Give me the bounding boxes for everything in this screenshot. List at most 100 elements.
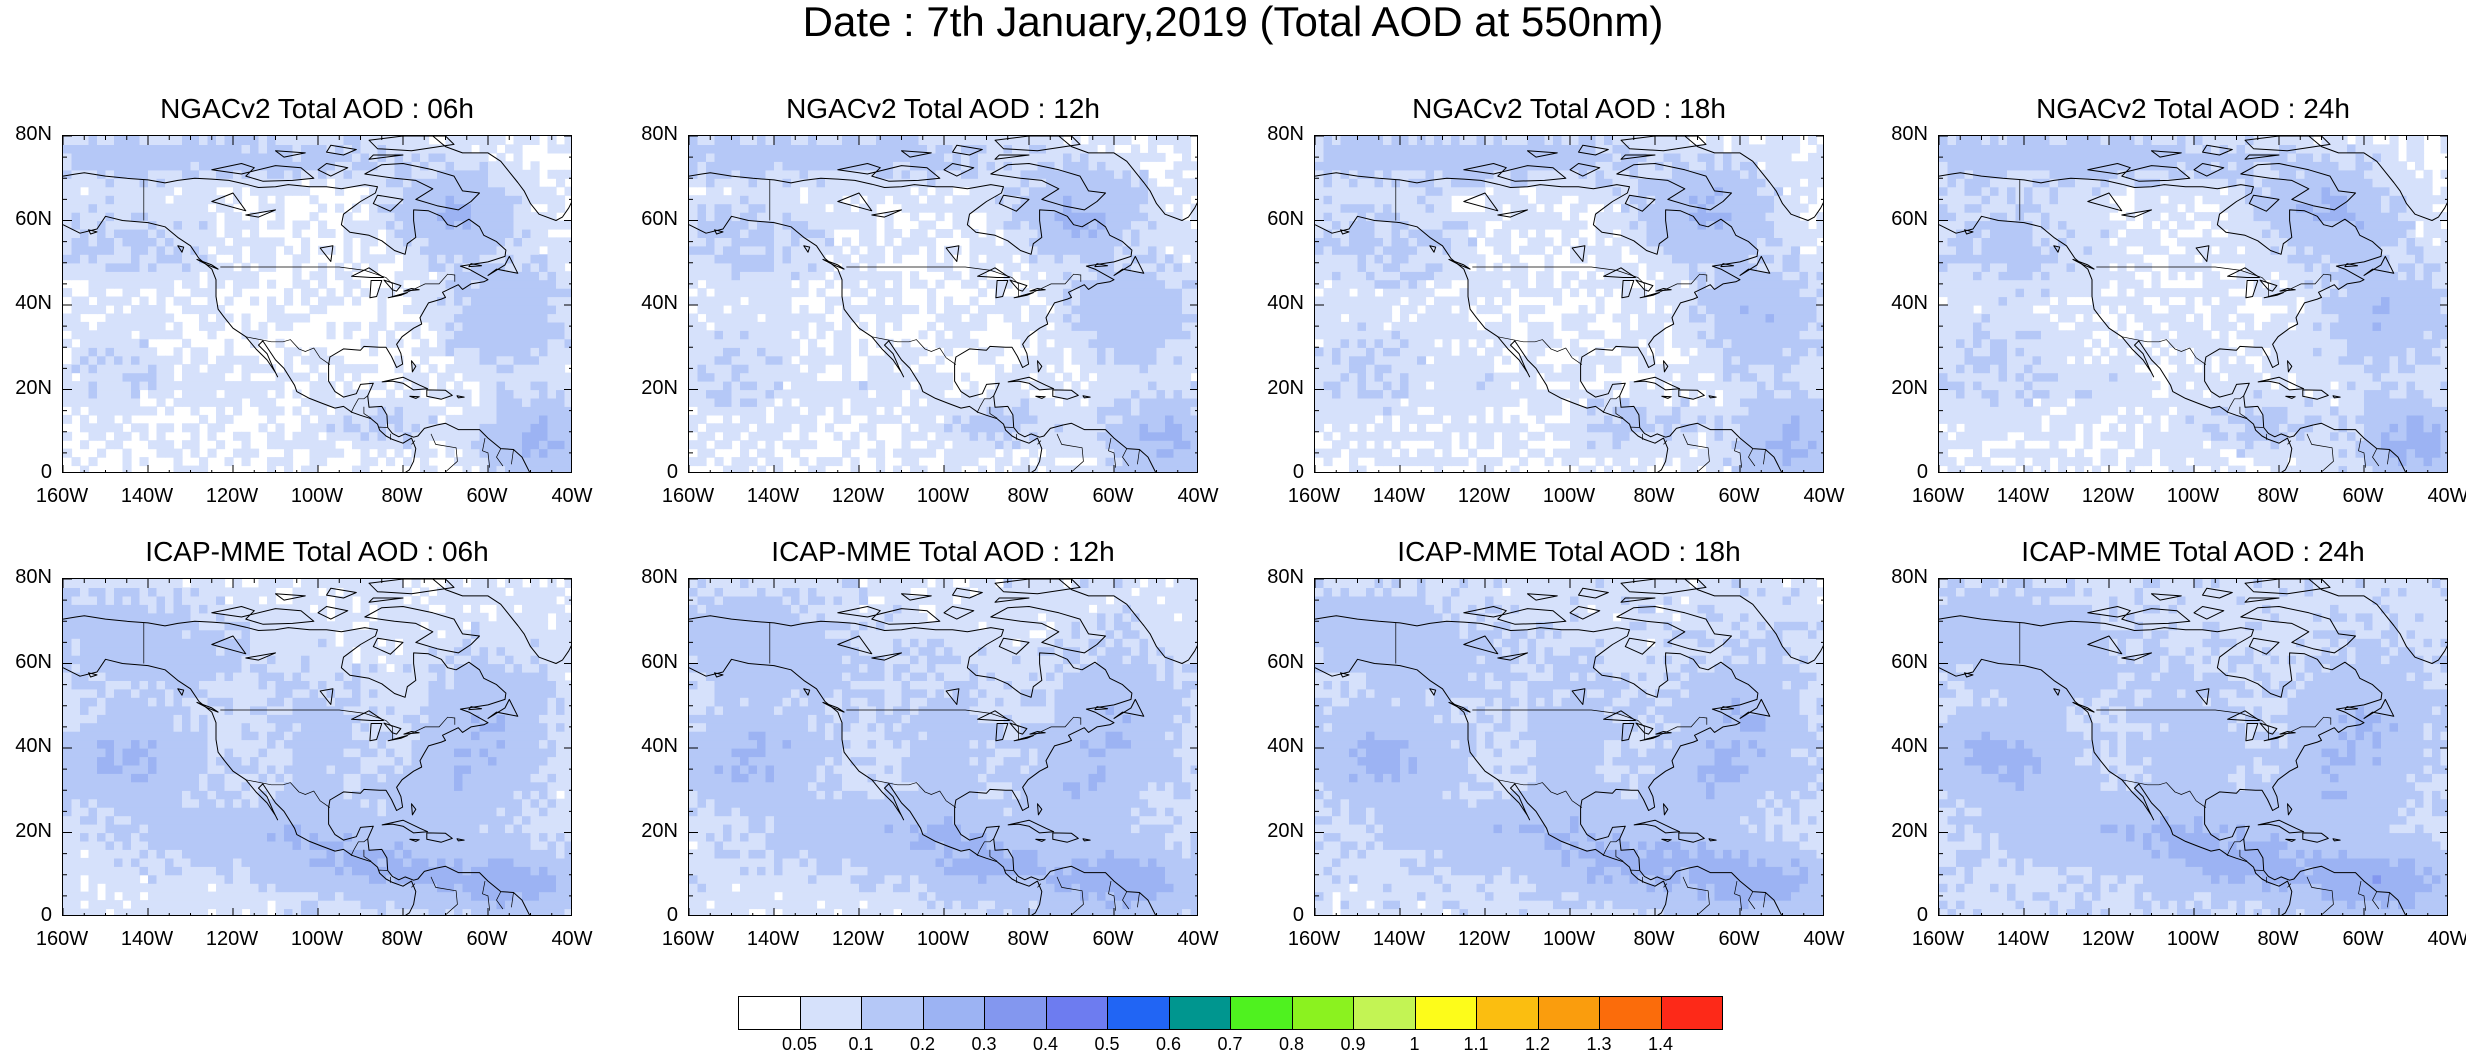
colorbar-label: 0.05 — [781, 1034, 818, 1054]
colorbar-swatch — [799, 996, 862, 1030]
panel-title: ICAP-MME Total AOD : 06h — [145, 536, 489, 567]
colorbar-label: 1.2 — [1524, 1034, 1551, 1054]
lat-tick-label: 0 — [1292, 904, 1304, 926]
aod-field — [1939, 579, 2447, 915]
aod-map-panel — [688, 578, 1198, 916]
lon-tick-label: 80W — [2257, 928, 2299, 950]
panel-title: NGACv2 Total AOD : 06h — [160, 93, 474, 124]
lat-tick-label: 80N — [641, 123, 678, 145]
lon-tick-label: 80W — [1633, 485, 1675, 507]
lon-tick-label: 160W — [661, 485, 715, 507]
lat-tick-label: 60N — [1891, 650, 1928, 673]
lon-tick-label: 40W — [551, 485, 593, 507]
lat-tick-label: 0 — [666, 461, 678, 483]
lat-tick-label: 20N — [15, 819, 52, 842]
lon-tick-label: 60W — [1718, 485, 1760, 507]
coastlines — [1939, 136, 2447, 472]
lat-tick-label: 40N — [15, 292, 52, 314]
lon-tick-label: 120W — [1457, 485, 1511, 507]
political-borders — [769, 622, 1140, 915]
aod-field — [689, 579, 1197, 915]
coastlines — [63, 579, 571, 915]
lat-tick-label: 80N — [1267, 123, 1304, 145]
lat-tick-label: 40N — [1891, 735, 1928, 757]
lon-tick-label: 120W — [1457, 928, 1511, 950]
lon-tick-label: 160W — [1911, 485, 1965, 507]
lat-tick-label: 60N — [1891, 207, 1928, 230]
lat-tick-label: 60N — [1267, 650, 1304, 673]
lon-tick-label: 100W — [290, 928, 344, 950]
political-borders — [2019, 622, 2390, 915]
lon-tick-label: 80W — [381, 928, 423, 950]
political-borders — [143, 622, 514, 915]
lon-tick-label: 40W — [1803, 485, 1845, 507]
lon-tick-label: 140W — [120, 928, 174, 950]
lon-tick-label: 120W — [2081, 485, 2135, 507]
lon-tick-label: 60W — [2342, 928, 2384, 950]
coastlines — [689, 136, 1197, 472]
lat-tick-label: 80N — [15, 566, 52, 588]
lon-tick-label: 140W — [1372, 485, 1426, 507]
colorbar-swatch — [1230, 996, 1293, 1030]
lon-tick-label: 160W — [35, 485, 89, 507]
lat-tick-label: 40N — [1267, 735, 1304, 757]
axis-ticks — [63, 579, 571, 915]
lon-tick-label: 160W — [35, 928, 89, 950]
aod-field — [1939, 136, 2447, 472]
lon-tick-label: 80W — [1633, 928, 1675, 950]
colorbar-swatch — [1599, 996, 1662, 1030]
colorbar-swatch — [1660, 996, 1723, 1030]
colorbar-label: 0.2 — [909, 1034, 936, 1054]
colorbar-label: 0.4 — [1032, 1034, 1059, 1054]
lat-tick-label: 60N — [15, 207, 52, 230]
lon-tick-label: 120W — [205, 928, 259, 950]
colorbar-swatch — [1291, 996, 1354, 1030]
colorbar-label: 0.9 — [1340, 1034, 1366, 1054]
lon-tick-label: 140W — [746, 928, 800, 950]
coastlines — [1939, 579, 2447, 915]
map-canvas — [63, 579, 571, 915]
lat-tick-label: 0 — [666, 904, 678, 926]
lat-tick-label: 0 — [1916, 461, 1928, 483]
lon-tick-label: 140W — [1996, 928, 2050, 950]
lon-tick-label: 160W — [661, 928, 715, 950]
coastlines — [1315, 579, 1823, 915]
lon-tick-label: 160W — [1911, 928, 1965, 950]
lon-tick-label: 60W — [2342, 485, 2384, 507]
aod-map-panel — [1314, 135, 1824, 473]
lon-tick-label: 40W — [1803, 928, 1845, 950]
lon-tick-label: 120W — [205, 485, 259, 507]
colorbar-label: 1.3 — [1586, 1034, 1612, 1054]
lon-tick-label: 40W — [551, 928, 593, 950]
lon-tick-label: 80W — [2257, 485, 2299, 507]
axis-ticks — [63, 136, 571, 472]
lon-tick-label: 100W — [2166, 928, 2220, 950]
aod-field — [1315, 136, 1823, 472]
lon-tick-label: 80W — [381, 485, 423, 507]
lat-tick-label: 20N — [1891, 819, 1928, 842]
lat-tick-label: 20N — [1267, 376, 1304, 399]
map-canvas — [63, 136, 571, 472]
political-borders — [143, 179, 514, 472]
lat-tick-label: 20N — [641, 376, 678, 399]
lat-tick-label: 60N — [15, 650, 52, 673]
lon-tick-label: 140W — [1996, 485, 2050, 507]
panel-title: NGACv2 Total AOD : 24h — [2036, 93, 2350, 124]
lat-tick-label: 0 — [1916, 904, 1928, 926]
axis-ticks — [1939, 579, 2447, 915]
colorbar-label: 0.1 — [848, 1034, 874, 1054]
map-canvas — [1939, 579, 2447, 915]
colorbar-swatch — [1414, 996, 1477, 1030]
lat-tick-label: 40N — [1891, 292, 1928, 314]
lat-tick-label: 20N — [1891, 376, 1928, 399]
aod-map-panel — [62, 135, 572, 473]
lon-tick-label: 60W — [1718, 928, 1760, 950]
lat-tick-label: 60N — [1267, 207, 1304, 230]
lon-tick-label: 60W — [1092, 928, 1134, 950]
political-borders — [769, 179, 1140, 472]
panel-title: ICAP-MME Total AOD : 12h — [771, 536, 1115, 567]
colorbar-label: 1 — [1409, 1034, 1420, 1054]
coastlines — [1315, 136, 1823, 472]
lon-tick-label: 60W — [466, 928, 508, 950]
lat-tick-label: 0 — [40, 904, 52, 926]
